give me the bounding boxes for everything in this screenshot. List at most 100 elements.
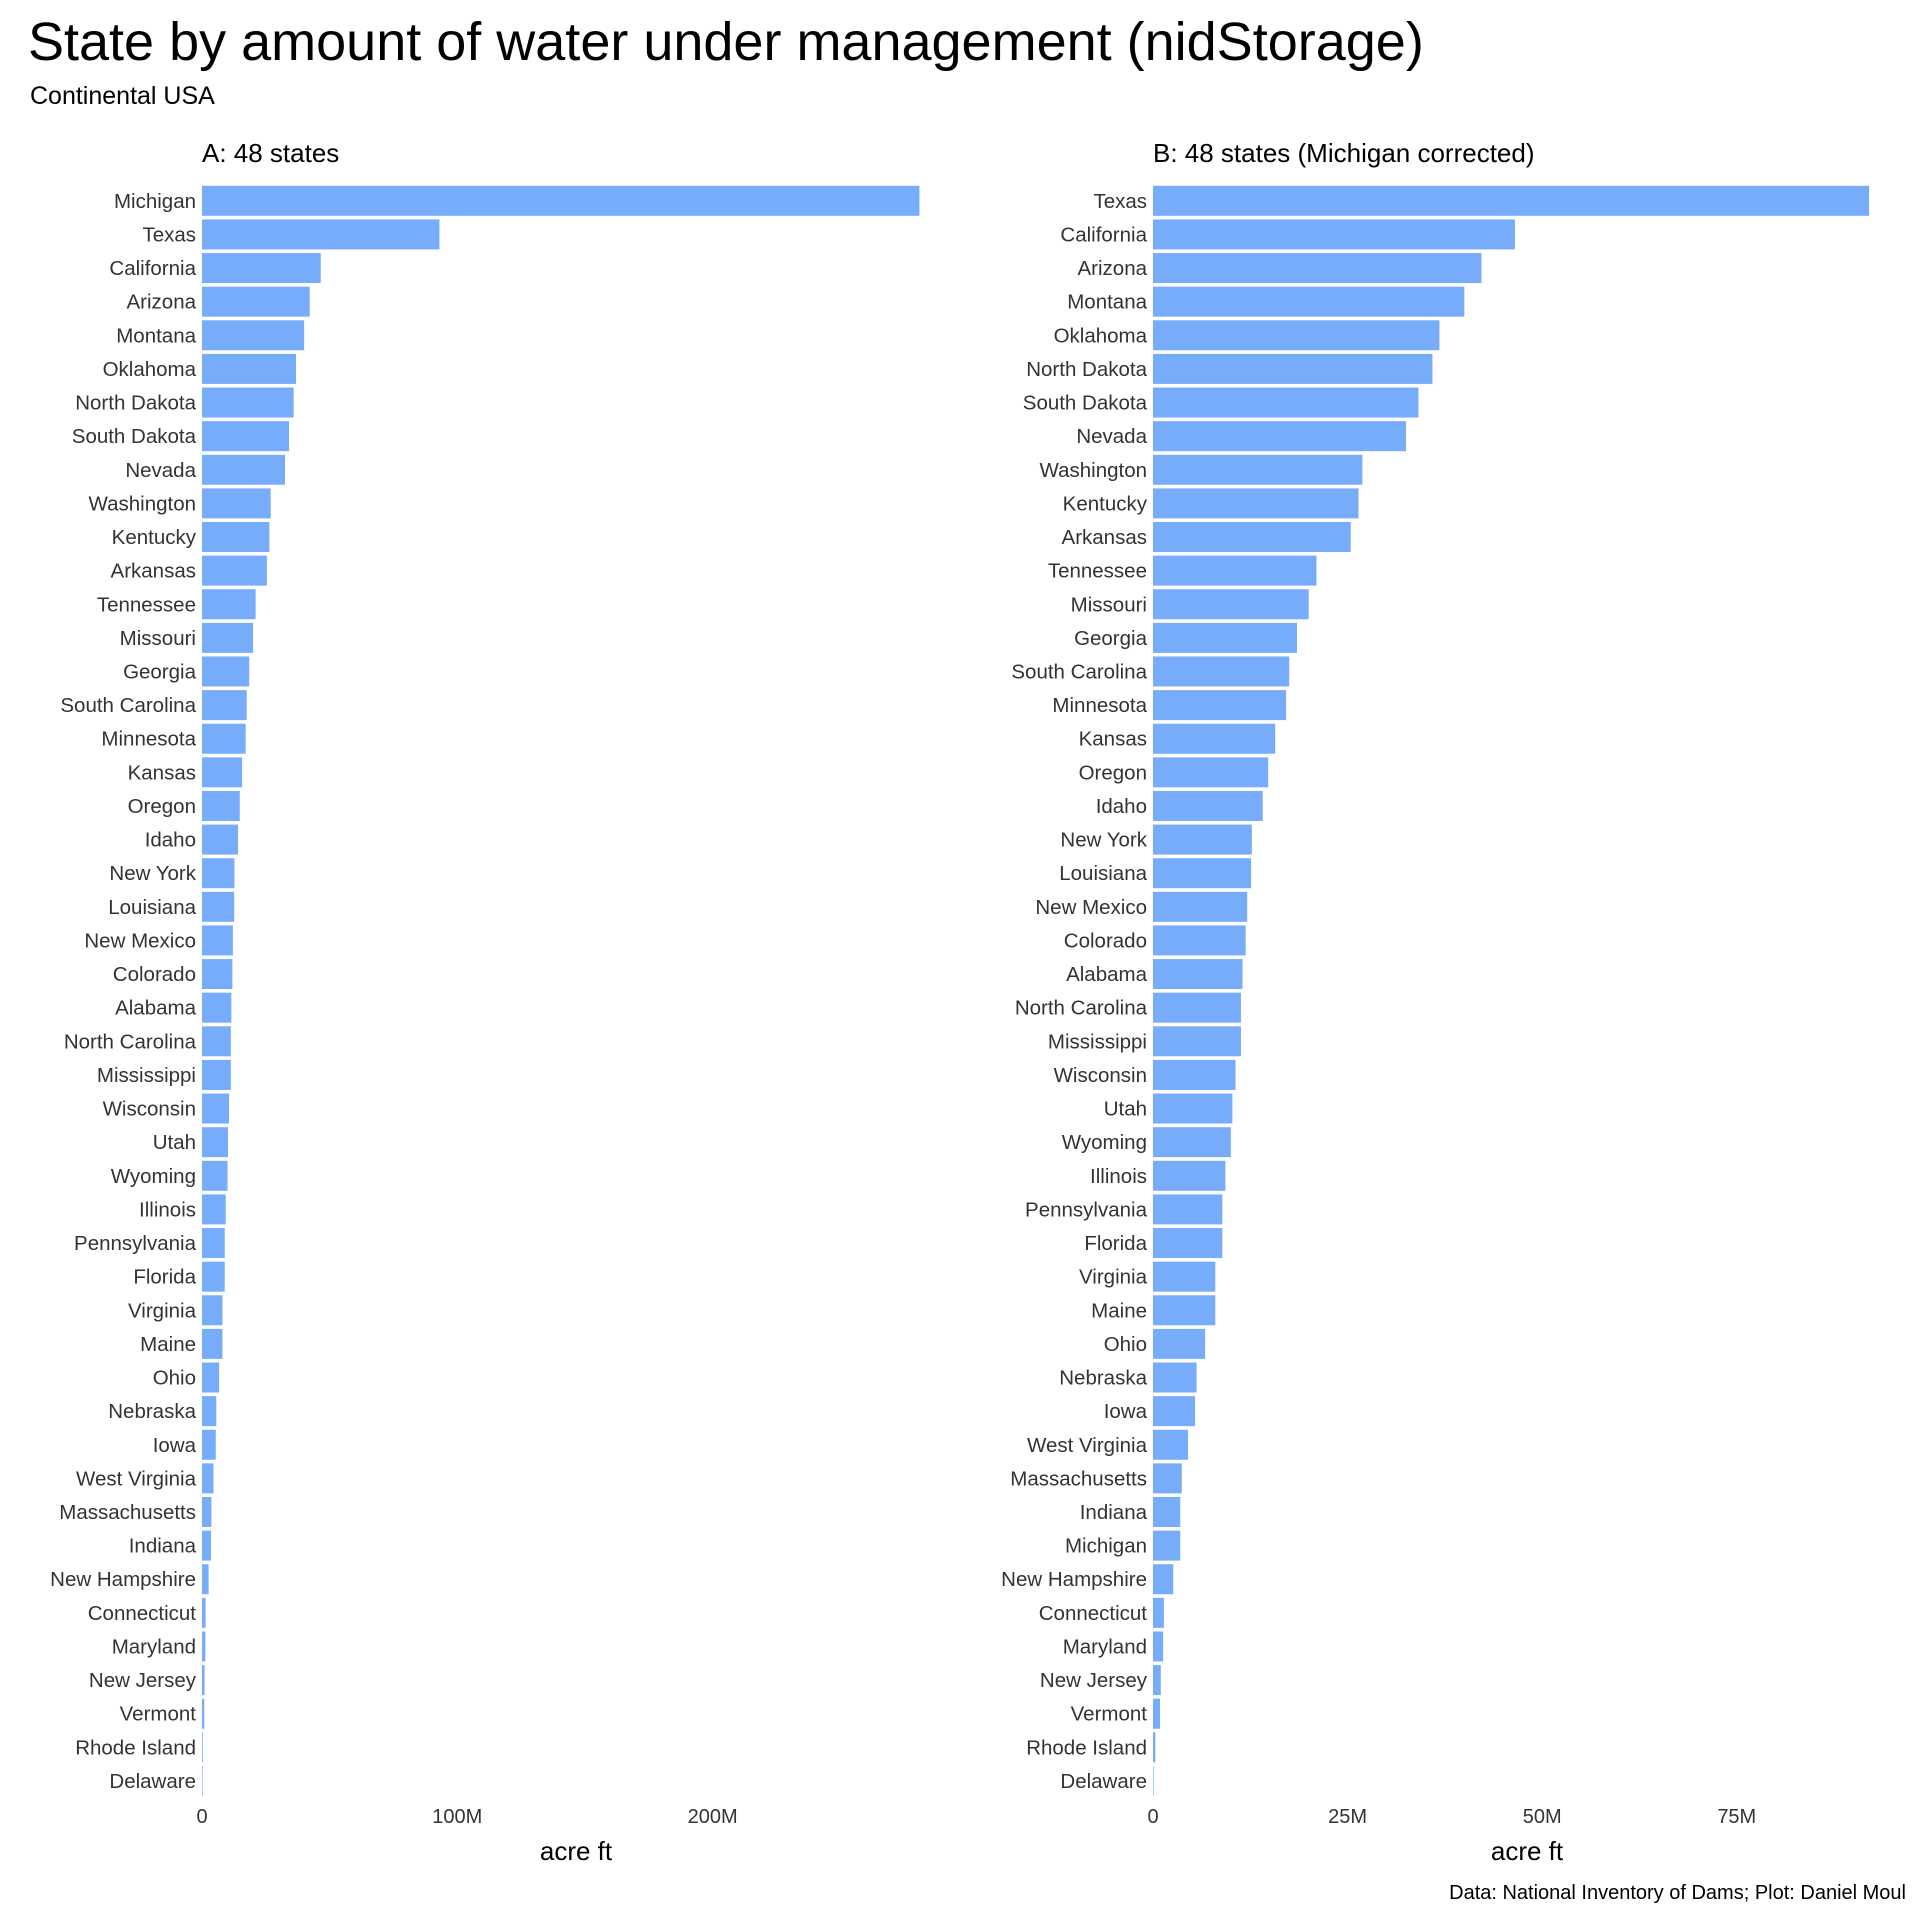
category-label: Oregon: [128, 795, 196, 818]
category-label: North Carolina: [1015, 997, 1148, 1020]
category-label: Oklahoma: [103, 358, 197, 381]
category-label: Ohio: [153, 1367, 196, 1390]
category-label: Wisconsin: [103, 1098, 196, 1121]
bar-a-3: [202, 286, 310, 317]
chart-subtitle: Continental USA: [30, 82, 215, 110]
panel-a: A: 48 states Michigan Texas California Ariz…: [50, 138, 920, 1866]
category-label: Connecticut: [88, 1602, 197, 1625]
bar-a-19: [202, 824, 238, 855]
category-label: Connecticut: [1039, 1602, 1148, 1625]
bar-a-6: [202, 387, 294, 418]
bar-b-25: [1153, 1026, 1241, 1057]
bar-b-2: [1153, 253, 1482, 284]
bar-a-47: [202, 1765, 203, 1796]
category-label: South Carolina: [1011, 660, 1147, 683]
bar-a-21: [202, 891, 235, 922]
bar-b-47: [1153, 1765, 1154, 1796]
category-label: Arizona: [1077, 257, 1147, 280]
category-label: Montana: [1067, 291, 1147, 314]
category-label: Rhode Island: [75, 1736, 196, 1759]
category-label: Washington: [1040, 459, 1148, 482]
bar-a-11: [202, 555, 267, 586]
bar-a-7: [202, 421, 290, 452]
bar-a-4: [202, 320, 305, 351]
category-label: Michigan: [114, 190, 196, 213]
bar-b-28: [1153, 1127, 1231, 1158]
panel-b-title: B: 48 states (Michigan corrected): [1153, 138, 1535, 168]
bar-b-15: [1153, 690, 1287, 721]
bar-a-24: [202, 992, 232, 1023]
bar-b-20: [1153, 858, 1252, 889]
category-label: Arizona: [126, 291, 196, 314]
bar-b-16: [1153, 723, 1276, 754]
bar-a-41: [202, 1564, 209, 1595]
bar-a-9: [202, 488, 271, 519]
category-label: Massachusetts: [1010, 1467, 1147, 1490]
bar-b-0: [1153, 185, 1870, 216]
bar-b-7: [1153, 421, 1406, 452]
category-label: North Dakota: [75, 392, 196, 415]
bar-a-0: [202, 185, 920, 216]
panel-a-title: A: 48 states: [202, 138, 339, 168]
bar-a-34: [202, 1328, 223, 1359]
bar-b-39: [1153, 1496, 1181, 1527]
category-label: Utah: [1104, 1098, 1147, 1121]
bar-b-27: [1153, 1093, 1233, 1124]
category-label: Illinois: [139, 1198, 196, 1221]
bar-b-12: [1153, 589, 1309, 620]
bar-b-26: [1153, 1059, 1236, 1090]
category-label: Delaware: [1060, 1770, 1147, 1793]
bar-b-29: [1153, 1160, 1226, 1191]
category-label: Georgia: [1074, 627, 1148, 650]
category-label: Kentucky: [1063, 492, 1148, 515]
category-label: Alabama: [115, 997, 197, 1020]
category-label: Georgia: [123, 660, 197, 683]
category-label: Nevada: [125, 459, 196, 482]
bar-b-46: [1153, 1732, 1156, 1763]
category-label: New York: [109, 862, 196, 885]
bar-a-12: [202, 589, 256, 620]
category-label: Virginia: [128, 1299, 197, 1322]
category-label: Iowa: [153, 1434, 197, 1457]
panel-b-x-axis-title: acre ft: [1491, 1836, 1564, 1866]
category-label: Michigan: [1065, 1535, 1147, 1558]
bar-a-26: [202, 1059, 231, 1090]
bar-b-22: [1153, 925, 1246, 956]
panel-b-x-ticks: 0 25M 50M 75M: [1147, 1806, 1756, 1828]
bar-a-17: [202, 757, 243, 788]
category-label: Arkansas: [1062, 526, 1147, 549]
bar-b-32: [1153, 1261, 1216, 1292]
x-tick-label: 25M: [1328, 1806, 1367, 1828]
category-label: Rhode Island: [1026, 1736, 1147, 1759]
bar-b-3: [1153, 286, 1465, 317]
bar-b-14: [1153, 656, 1290, 687]
category-label: Mississippi: [97, 1064, 196, 1087]
x-tick-label: 0: [1147, 1806, 1158, 1828]
category-label: Arkansas: [111, 560, 196, 583]
x-tick-label: 75M: [1717, 1806, 1756, 1828]
bar-b-5: [1153, 353, 1433, 384]
bar-a-44: [202, 1665, 205, 1696]
bar-b-33: [1153, 1295, 1216, 1326]
bar-a-36: [202, 1396, 217, 1427]
panel-a-bars: [202, 185, 920, 1796]
category-label: Louisiana: [1059, 862, 1147, 885]
category-label: Florida: [133, 1266, 196, 1289]
bar-b-30: [1153, 1194, 1223, 1225]
category-label: Ohio: [1104, 1333, 1147, 1356]
bar-b-35: [1153, 1362, 1197, 1393]
bar-b-41: [1153, 1564, 1174, 1595]
category-label: Mississippi: [1048, 1030, 1147, 1053]
panel-b: B: 48 states (Michigan corrected) Texas C…: [1001, 138, 1870, 1866]
bar-b-4: [1153, 320, 1440, 351]
category-label: Indiana: [129, 1535, 197, 1558]
x-tick-label: 50M: [1523, 1806, 1562, 1828]
bar-b-6: [1153, 387, 1419, 418]
bar-a-15: [202, 690, 247, 721]
bar-a-33: [202, 1295, 223, 1326]
chart-caption: Data: National Inventory of Dams; Plot: …: [1449, 1882, 1906, 1904]
panel-b-category-labels: Texas California Arizona Montana Oklahoma Nor…: [1001, 190, 1148, 1793]
category-label: Maryland: [1063, 1635, 1147, 1658]
bar-b-9: [1153, 488, 1359, 519]
panel-a-x-axis-title: acre ft: [540, 1836, 613, 1866]
